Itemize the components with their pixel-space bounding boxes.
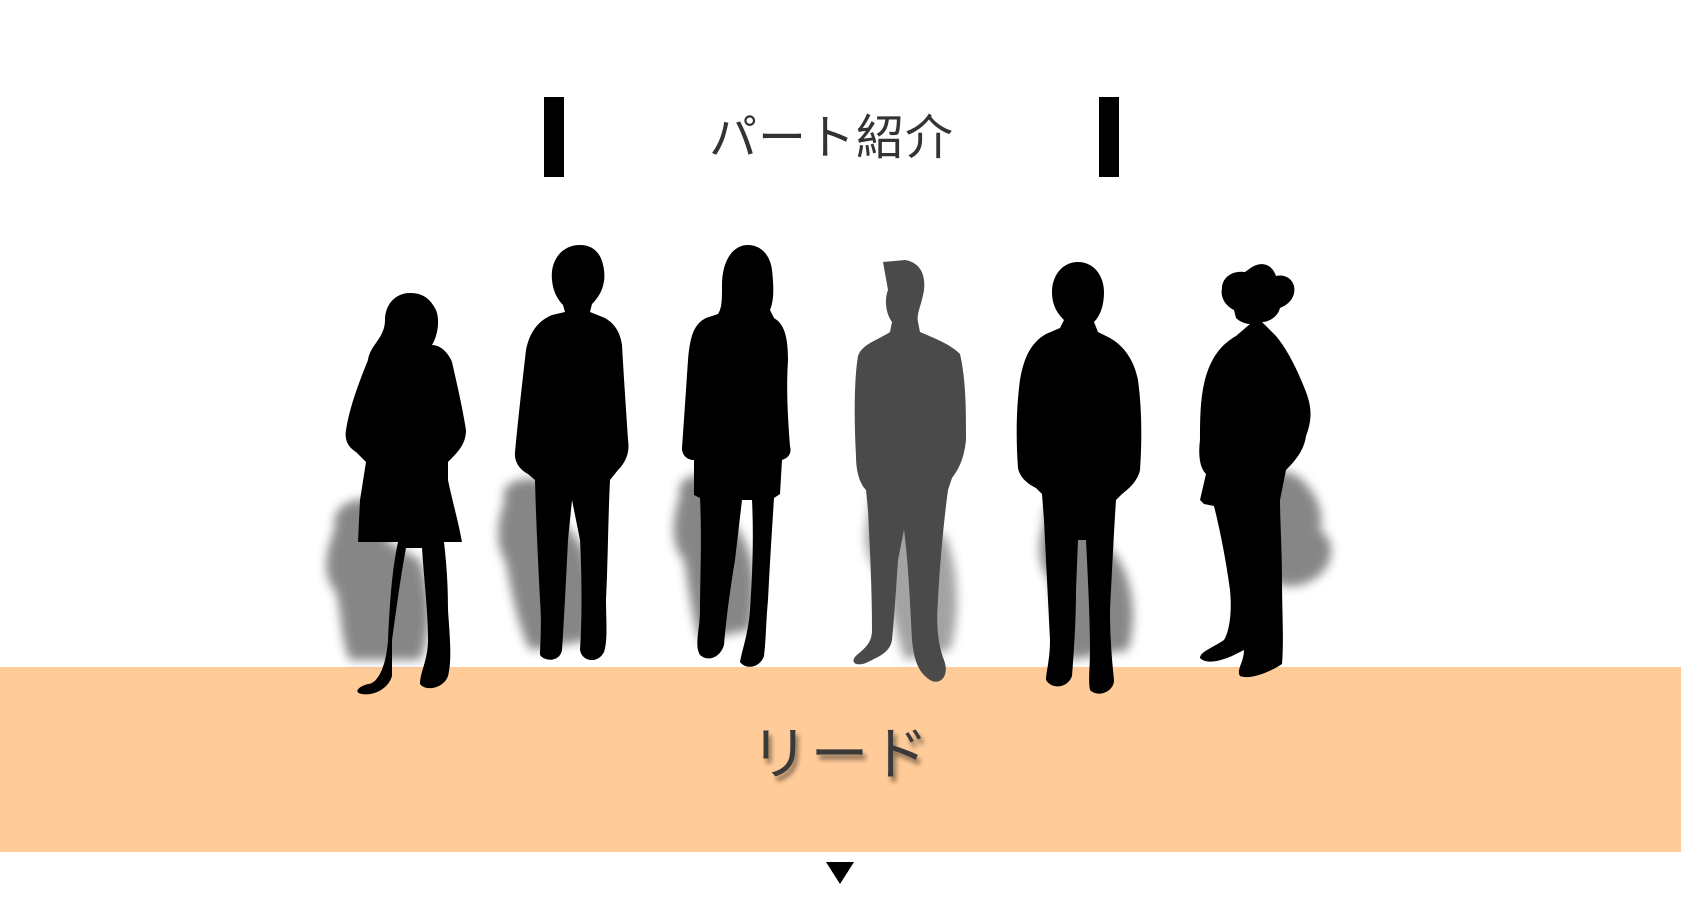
member-6-silhouette[interactable] <box>1199 264 1332 678</box>
part-band <box>0 667 1681 852</box>
member-6-body <box>1199 264 1311 678</box>
part-name-label: リード <box>750 720 931 788</box>
member-4-silhouette[interactable] <box>853 260 966 682</box>
title-bracket-right <box>1099 97 1119 177</box>
member-2-silhouette[interactable] <box>498 245 629 661</box>
member-1-body <box>345 293 466 695</box>
member-3-body <box>682 245 791 667</box>
member-5-body <box>1016 262 1142 694</box>
section-title: パート紹介 <box>708 110 954 166</box>
title-bracket-left <box>544 97 564 177</box>
member-1-shadow <box>326 499 430 660</box>
member-2-body <box>514 245 629 661</box>
member-4-body <box>853 260 966 682</box>
member-5-silhouette[interactable] <box>1016 262 1142 694</box>
member-3-silhouette[interactable] <box>673 245 791 667</box>
member-1-silhouette[interactable] <box>326 293 466 695</box>
down-triangle-icon[interactable] <box>826 862 854 884</box>
